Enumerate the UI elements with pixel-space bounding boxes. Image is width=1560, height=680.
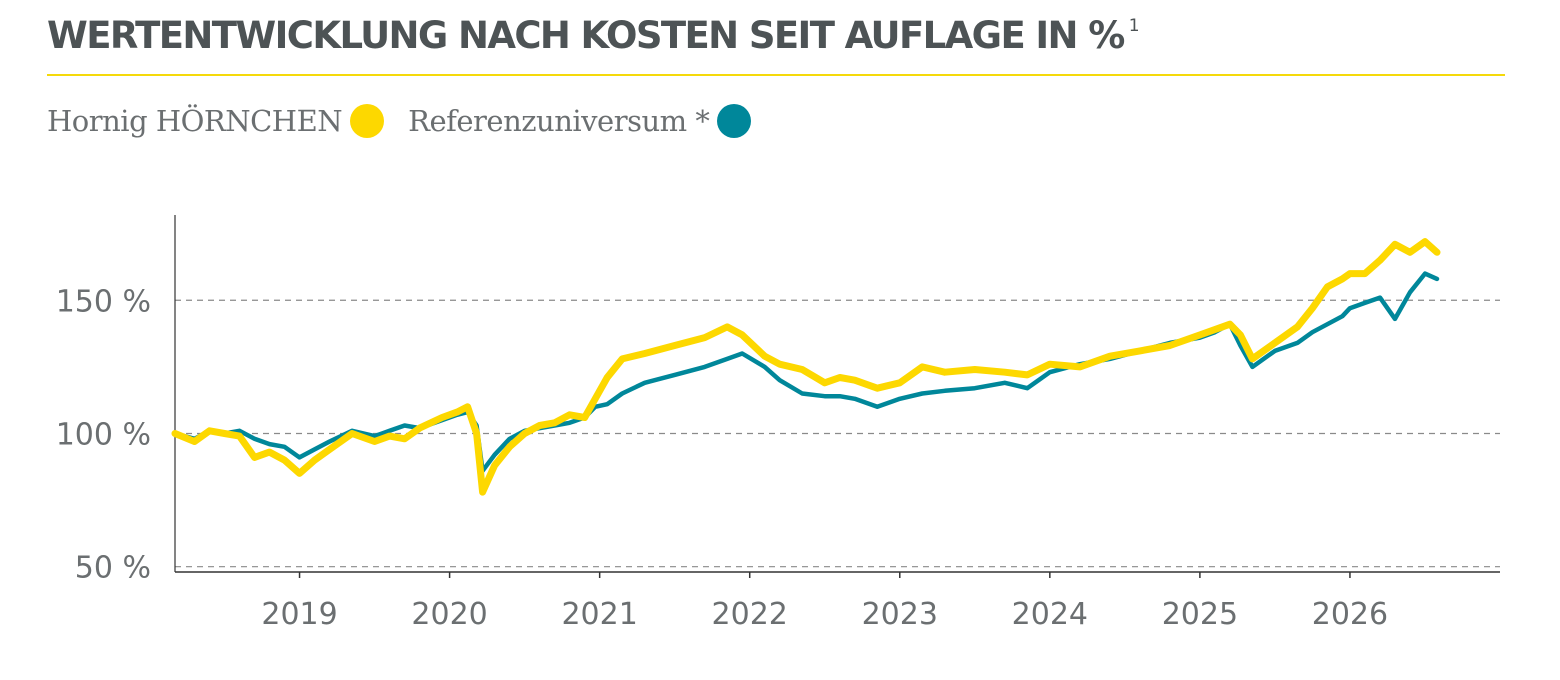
title-text: WERTENTWICKLUNG NACH KOSTEN SEIT AUFLAGE… xyxy=(47,14,1125,57)
legend-item-fund: Hornig HÖRNCHEN xyxy=(47,104,385,138)
legend-dot-reference xyxy=(717,104,752,138)
y-tick-label-50: 50 % xyxy=(75,551,151,586)
x-tick-label-2022: 2022 xyxy=(712,597,788,632)
x-tick-label-2024: 2024 xyxy=(1012,597,1088,632)
legend-dot-fund xyxy=(350,104,385,138)
x-tick-label-2025: 2025 xyxy=(1162,597,1238,632)
title-divider xyxy=(47,74,1505,76)
x-tick-label-2026: 2026 xyxy=(1312,597,1388,632)
x-tick-label-2021: 2021 xyxy=(561,597,637,632)
x-tick-label-2020: 2020 xyxy=(411,597,487,632)
legend-label-fund: Hornig HÖRNCHEN xyxy=(47,104,343,138)
title-footnote-marker: 1 xyxy=(1128,15,1140,36)
series-line-fund xyxy=(171,238,1441,496)
series-line-reference xyxy=(172,271,1440,474)
legend-label-reference: Referenzuniversum * xyxy=(408,104,710,138)
y-tick-label-100: 100 % xyxy=(56,417,151,452)
y-tick-label-150: 150 % xyxy=(56,284,151,319)
chart-legend: Hornig HÖRNCHEN Referenzuniversum * xyxy=(47,104,775,138)
page-title: WERTENTWICKLUNG NACH KOSTEN SEIT AUFLAGE… xyxy=(47,14,1140,57)
legend-item-reference: Referenzuniversum * xyxy=(408,104,752,138)
x-tick-label-2023: 2023 xyxy=(862,597,938,632)
x-tick-label-2019: 2019 xyxy=(261,597,337,632)
